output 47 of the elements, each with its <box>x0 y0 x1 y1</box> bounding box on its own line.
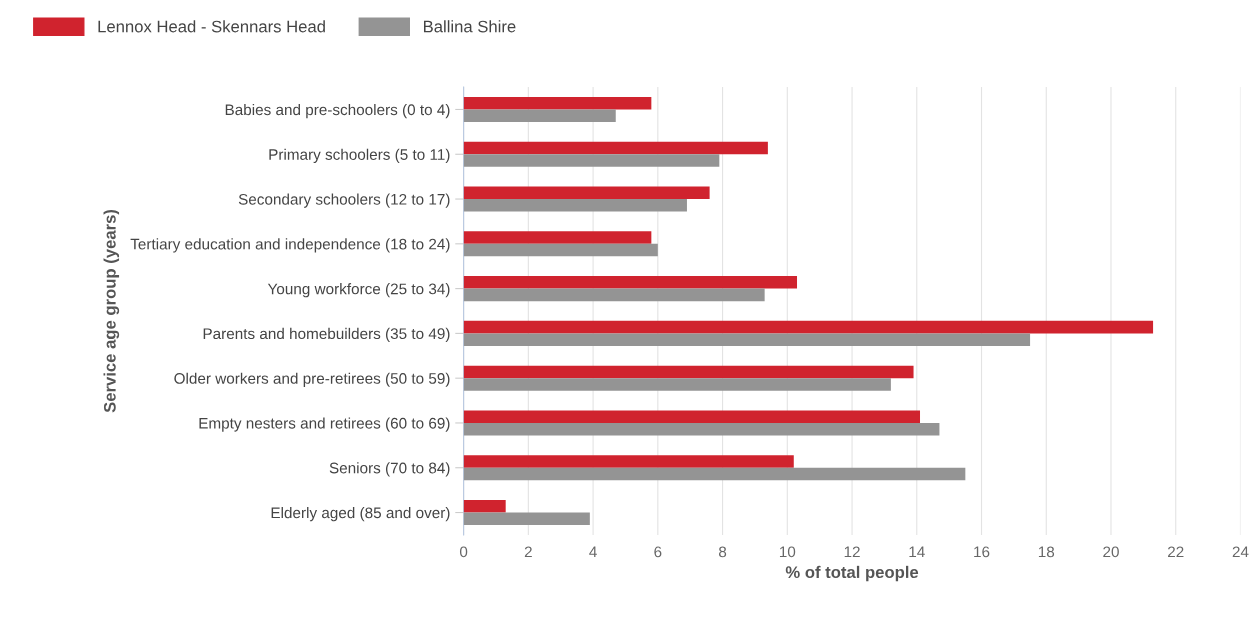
bar <box>463 455 794 468</box>
bar <box>463 422 940 436</box>
y-tick-label: Tertiary education and independence (18 to 24) <box>130 238 450 253</box>
x-tick-label: 22 <box>1168 546 1184 558</box>
bar <box>463 243 658 257</box>
x-tick-label: 24 <box>1232 546 1249 558</box>
x-tick-label: 6 <box>654 546 662 558</box>
x-tick-label: 14 <box>909 546 925 558</box>
bar <box>463 154 720 167</box>
legend-label: Lennox Head - Skennars Head <box>98 20 325 33</box>
bar <box>463 288 765 302</box>
bar <box>463 231 652 244</box>
bar <box>463 467 966 481</box>
bar <box>463 512 590 526</box>
bar <box>463 410 921 423</box>
y-tick-label: Parents and homebuilders (35 to 49) <box>203 327 450 343</box>
y-tick-label: Primary schoolers (5 to 11) <box>269 148 450 163</box>
bar <box>463 199 687 212</box>
x-tick-label: 0 <box>459 546 468 558</box>
x-tick-label: 12 <box>844 546 860 558</box>
bar <box>463 96 652 110</box>
bar <box>463 378 891 391</box>
y-tick-label: Secondary schoolers (12 to 17) <box>238 193 450 208</box>
x-tick-label: 18 <box>1038 546 1055 558</box>
bar <box>463 333 1031 346</box>
x-tick-label: 10 <box>779 546 796 558</box>
y-tick-label: Babies and pre-schoolers (0 to 4) <box>225 103 450 119</box>
y-tick-label: Older workers and pre-retirees (50 to 59) <box>174 372 450 387</box>
x-tick-label: 16 <box>974 546 990 558</box>
bar <box>463 499 506 513</box>
bar <box>463 186 710 200</box>
bar <box>463 320 1154 334</box>
x-tick-label: 8 <box>718 546 727 558</box>
x-axis-title: % of total people <box>785 565 919 582</box>
legend-label: Ballina Shire <box>424 20 516 33</box>
bar <box>463 141 768 155</box>
y-tick-label: Empty nesters and retirees (60 to 69) <box>199 417 450 432</box>
y-axis-title: Service age group (years) <box>103 209 120 413</box>
y-tick-label: Elderly aged (85 and over) <box>271 506 450 522</box>
bar <box>463 365 914 379</box>
bar <box>463 109 616 123</box>
x-tick-label: 20 <box>1103 546 1119 558</box>
x-tick-label: 4 <box>589 546 597 558</box>
x-tick-label: 2 <box>524 546 532 558</box>
bar <box>463 276 798 289</box>
y-tick-label: Young workforce (25 to 34) <box>267 283 450 298</box>
y-tick-label: Seniors (70 to 84) <box>329 462 450 477</box>
